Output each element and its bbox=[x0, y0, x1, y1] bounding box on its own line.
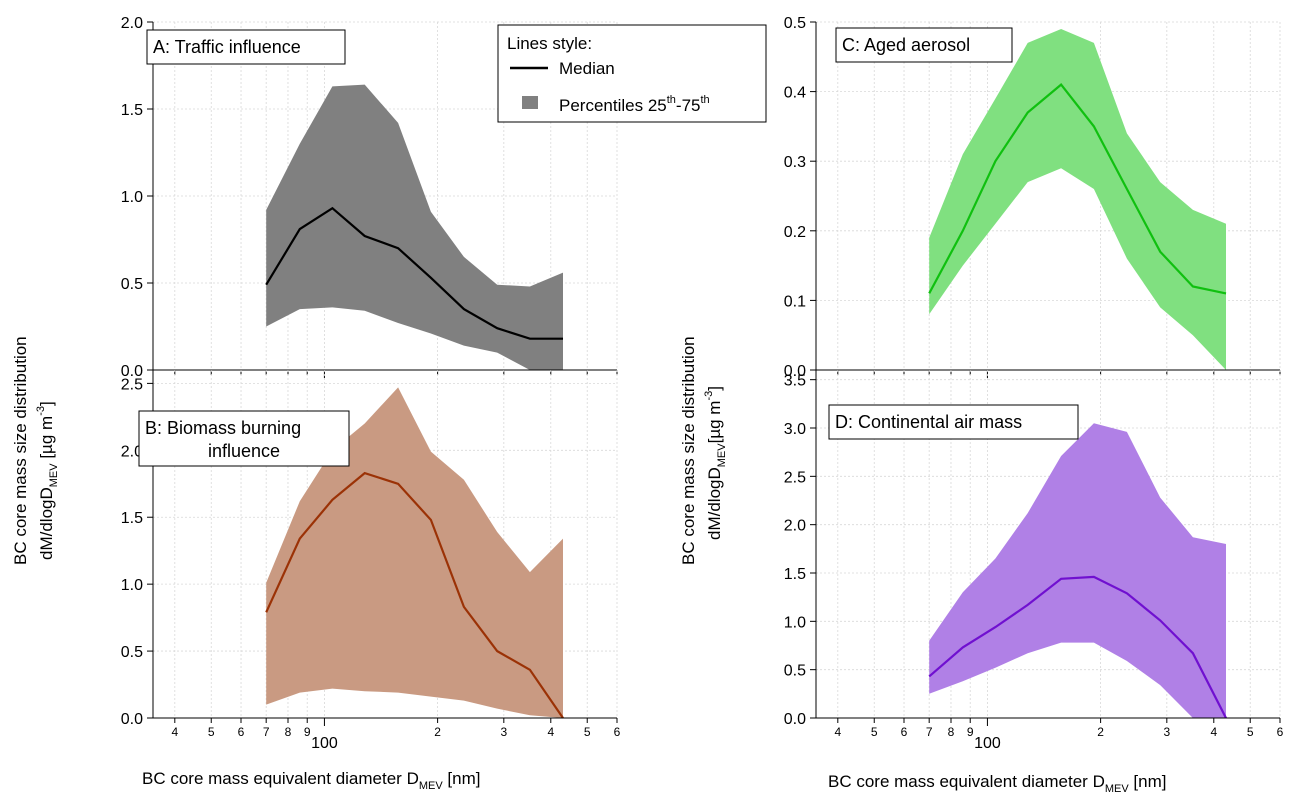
x-tick-label: 4 bbox=[547, 725, 554, 739]
right-ylabel-line2: dM/dlogDMEV[µg m-3] bbox=[703, 386, 728, 540]
x-tick-label: 7 bbox=[263, 725, 270, 739]
left-xlabel: BC core mass equivalent diameter DMEV [n… bbox=[142, 769, 480, 792]
panel-title-text: A: Traffic influence bbox=[153, 37, 301, 57]
x-tick-label: 5 bbox=[208, 725, 215, 739]
x-tick-label: 5 bbox=[871, 725, 878, 739]
panel-title-box bbox=[146, 29, 346, 65]
panel-title-box bbox=[835, 27, 1013, 63]
plot-area: 0.00.51.01.52.0A: Traffic influence0.00.… bbox=[121, 15, 1284, 752]
x-tick-label: 5 bbox=[584, 725, 591, 739]
legend: Lines style: Median Percentiles 25th-75t… bbox=[497, 24, 767, 123]
y-tick-label: 1.5 bbox=[121, 102, 143, 119]
y-tick-label: 0.4 bbox=[784, 85, 806, 102]
x-tick-label: 100 bbox=[974, 735, 1001, 752]
median-line bbox=[265, 206, 563, 340]
legend-title: Lines style: bbox=[507, 34, 592, 53]
panel-title-text: C: Aged aerosol bbox=[842, 35, 970, 55]
y-tick-label: 3.0 bbox=[784, 421, 806, 438]
y-tick-label: 0.2 bbox=[784, 224, 806, 241]
y-tick-label: 1.5 bbox=[121, 510, 143, 527]
y-tick-label: 0.1 bbox=[784, 293, 806, 310]
median-line bbox=[928, 575, 1227, 719]
y-tick-label: 0.0 bbox=[121, 711, 143, 728]
percentile-band bbox=[266, 84, 563, 370]
x-tick-label: 8 bbox=[285, 725, 292, 739]
x-tick-label: 5 bbox=[1247, 725, 1254, 739]
x-tick-label: 6 bbox=[1277, 725, 1284, 739]
median-line bbox=[928, 83, 1227, 295]
x-tick-label: 4 bbox=[834, 725, 841, 739]
panel-title-box bbox=[828, 404, 1079, 440]
legend-box bbox=[497, 24, 767, 123]
median-line bbox=[265, 471, 564, 719]
y-tick-label: 3.5 bbox=[784, 373, 806, 390]
legend-median-label: Median bbox=[559, 59, 615, 78]
legend-percentile-label: Percentiles 25th-75th bbox=[559, 94, 710, 115]
panel-title: A: Traffic influence bbox=[146, 29, 346, 65]
panel-c: 0.0 0.1 0.2 0.3 0.4 0.5 C: Aged aerosol bbox=[784, 15, 1281, 380]
panel-title: B: Biomass burning influence bbox=[138, 410, 350, 467]
percentile-band bbox=[266, 387, 563, 718]
left-ylabel: BC core mass size distribution dM/dlogDM… bbox=[11, 336, 60, 565]
panel-title: C: Aged aerosol bbox=[835, 27, 1013, 63]
y-tick-label: 2.5 bbox=[121, 376, 143, 393]
y-tick-label: 2.0 bbox=[784, 518, 806, 535]
y-tick-label: 0.5 bbox=[784, 15, 806, 32]
y-tick-label: 0.0 bbox=[784, 711, 806, 728]
x-tick-label: 3 bbox=[1163, 725, 1170, 739]
y-tick-label: 2.0 bbox=[121, 443, 143, 460]
right-xlabel: BC core mass equivalent diameter DMEV [n… bbox=[828, 772, 1166, 795]
y-tick-label: 0.3 bbox=[784, 154, 806, 171]
x-tick-label: 4 bbox=[171, 725, 178, 739]
x-tick-label: 3 bbox=[500, 725, 507, 739]
percentile-band bbox=[929, 423, 1226, 718]
x-tick-label: 6 bbox=[901, 725, 908, 739]
percentile-band bbox=[929, 29, 1226, 370]
y-tick-label: 1.0 bbox=[121, 189, 143, 206]
y-tick-label: 2.0 bbox=[121, 15, 143, 32]
x-tick-label: 6 bbox=[238, 725, 245, 739]
panel-title-box bbox=[138, 410, 350, 467]
left-ylabel-line2: dM/dlogDMEV [µg m-3] bbox=[35, 401, 60, 560]
x-tick-label: 6 bbox=[614, 725, 621, 739]
panel-title-text: D: Continental air mass bbox=[835, 412, 1022, 432]
x-tick-label: 9 bbox=[304, 725, 311, 739]
y-tick-label: 0.5 bbox=[121, 644, 143, 661]
panel-title-text: B: Biomass burning bbox=[145, 418, 301, 438]
y-tick-label: 2.5 bbox=[784, 469, 806, 486]
panel-title: D: Continental air mass bbox=[828, 404, 1079, 440]
y-tick-label: 0.0 bbox=[784, 363, 806, 380]
x-tick-label: 4 bbox=[1210, 725, 1217, 739]
x-tick-label: 100 bbox=[311, 735, 338, 752]
y-tick-label: 0.0 bbox=[121, 363, 143, 380]
x-tick-label: 2 bbox=[434, 725, 441, 739]
right-ylabel: BC core mass size distribution dM/dlogDM… bbox=[679, 336, 728, 565]
legend-percentile-swatch bbox=[522, 96, 538, 109]
y-tick-label: 1.5 bbox=[784, 566, 806, 583]
left-ylabel-line1: BC core mass size distribution bbox=[11, 336, 30, 565]
y-tick-label: 1.0 bbox=[784, 614, 806, 631]
y-tick-label: 0.5 bbox=[784, 663, 806, 680]
x-tick-label: 8 bbox=[948, 725, 955, 739]
x-tick-label: 7 bbox=[926, 725, 933, 739]
panel-title-text: influence bbox=[208, 441, 280, 461]
x-tick-label: 9 bbox=[967, 725, 974, 739]
y-tick-label: 1.0 bbox=[121, 577, 143, 594]
x-tick-label: 2 bbox=[1097, 725, 1104, 739]
y-tick-label: 0.5 bbox=[121, 276, 143, 293]
right-ylabel-line1: BC core mass size distribution bbox=[679, 336, 698, 565]
